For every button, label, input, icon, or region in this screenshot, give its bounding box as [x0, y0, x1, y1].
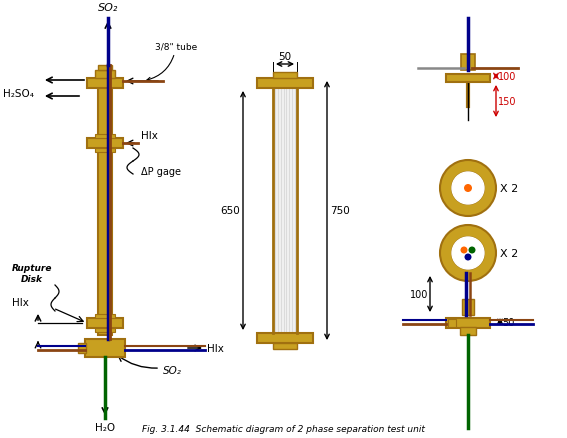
Text: HIx: HIx: [11, 297, 28, 307]
Bar: [446, 318, 490, 328]
Bar: [95, 148, 115, 153]
Bar: [87, 139, 123, 148]
Bar: [462, 299, 474, 315]
Wedge shape: [440, 161, 496, 216]
Bar: [87, 79, 123, 89]
Bar: [95, 314, 115, 318]
Text: 3/8" tube: 3/8" tube: [147, 42, 197, 82]
Bar: [95, 328, 115, 332]
Text: 750: 750: [330, 206, 350, 216]
Circle shape: [452, 237, 484, 269]
Bar: [461, 55, 475, 71]
Bar: [98, 84, 112, 335]
Text: SO₂: SO₂: [98, 3, 118, 13]
Circle shape: [452, 173, 484, 205]
Text: X 2: X 2: [500, 184, 518, 194]
Text: 100: 100: [409, 290, 428, 299]
Text: ΔP gage: ΔP gage: [141, 166, 181, 177]
Bar: [257, 333, 313, 343]
Text: Rupture
Disk: Rupture Disk: [12, 264, 52, 283]
Text: 150: 150: [498, 97, 517, 107]
Wedge shape: [440, 226, 496, 281]
Bar: [273, 73, 297, 79]
Circle shape: [460, 247, 468, 254]
Text: SO₂: SO₂: [163, 365, 182, 375]
Circle shape: [464, 184, 472, 193]
Bar: [98, 66, 112, 71]
Text: 650: 650: [220, 206, 240, 216]
Text: 50: 50: [502, 317, 514, 327]
Text: Fig. 3.1.44  Schematic diagram of 2 phase separation test unit: Fig. 3.1.44 Schematic diagram of 2 phase…: [142, 424, 425, 433]
Bar: [448, 319, 456, 327]
Text: 100: 100: [498, 72, 517, 82]
Circle shape: [464, 254, 472, 261]
Text: H₂SO₄: H₂SO₄: [2, 89, 33, 99]
Text: HIx: HIx: [207, 343, 224, 353]
Bar: [273, 89, 297, 333]
Bar: [460, 327, 476, 335]
Bar: [95, 71, 115, 79]
Bar: [78, 343, 86, 353]
Bar: [95, 135, 115, 139]
Bar: [273, 343, 297, 349]
Circle shape: [468, 247, 476, 254]
Bar: [85, 339, 125, 357]
Bar: [446, 75, 490, 83]
Text: HIx: HIx: [141, 131, 158, 141]
Bar: [87, 318, 123, 328]
Bar: [257, 79, 313, 89]
Text: 50: 50: [278, 52, 291, 62]
Text: X 2: X 2: [500, 248, 518, 258]
Text: H₂O: H₂O: [95, 422, 115, 432]
